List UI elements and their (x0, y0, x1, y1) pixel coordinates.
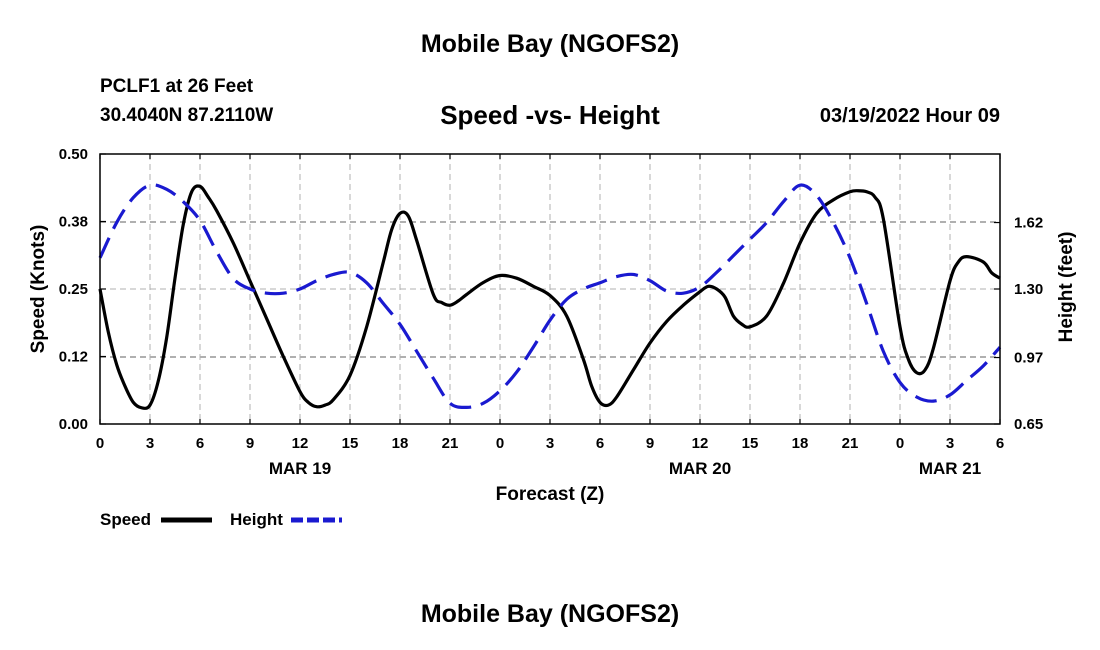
x-tick-label: 12 (692, 435, 709, 452)
grid (100, 154, 1000, 424)
x-tick-label: 18 (792, 435, 809, 452)
y-tick-label: 0.25 (59, 281, 88, 298)
station-name: PCLF1 at 26 Feet (100, 76, 254, 97)
day-label: MAR 19 (269, 459, 331, 478)
y-axis-title: Speed (Knots) (28, 225, 49, 354)
legend-label-height: Height (230, 510, 283, 529)
footer-title: Mobile Bay (NGOFS2) (420, 600, 680, 628)
x-tick-label: 12 (292, 435, 309, 452)
legend: Speed Height (100, 510, 342, 529)
x-tick-label: 21 (842, 435, 859, 452)
y-tick-label: 0.50 (59, 146, 88, 163)
x-tick-label: 0 (496, 435, 504, 452)
legend-label-speed: Speed (100, 510, 151, 529)
y2-axis-title: Height (feet) (1056, 232, 1077, 343)
x-tick-label: 21 (442, 435, 459, 452)
speed-series-line (98, 184, 1001, 410)
x-tick-label: 3 (146, 435, 154, 452)
axis-labels: 0 3 6 9 12 15 18 21 0 3 6 9 12 15 18 21 0 3 6 0.00 0.12 0.25 0… (28, 146, 1077, 505)
x-tick-label: 6 (596, 435, 604, 452)
y2-tick-label: 0.65 (1014, 416, 1043, 433)
x-tick-label: 9 (246, 435, 254, 452)
y2-tick-label: 1.62 (1014, 215, 1043, 232)
x-tick-label: 6 (996, 435, 1004, 452)
chart-title: Speed -vs- Height (440, 100, 660, 130)
x-tick-label: 3 (946, 435, 954, 452)
station-coordinates: 30.4040N 87.2110W (100, 105, 274, 126)
x-tick-label: 3 (546, 435, 554, 452)
y-tick-label: 0.00 (59, 416, 88, 433)
x-tick-label: 15 (742, 435, 759, 452)
series-lines (98, 183, 1002, 410)
page-title: Mobile Bay (NGOFS2) (420, 30, 680, 58)
x-tick-label: 6 (196, 435, 204, 452)
x-axis-title: Forecast (Z) (496, 484, 605, 505)
x-tick-label: 0 (96, 435, 104, 452)
y-tick-label: 0.38 (59, 214, 88, 231)
y2-tick-label: 0.97 (1014, 350, 1043, 367)
day-label: MAR 20 (669, 459, 731, 478)
height-series-line (98, 183, 1002, 410)
x-tick-label: 0 (896, 435, 904, 452)
x-tick-label: 9 (646, 435, 654, 452)
axis-ticks (99, 153, 1001, 425)
x-tick-label: 18 (392, 435, 409, 452)
forecast-date: 03/19/2022 Hour 09 (819, 105, 1000, 127)
y2-tick-label: 1.30 (1014, 281, 1043, 298)
y-tick-label: 0.12 (59, 349, 88, 366)
x-tick-label: 15 (342, 435, 359, 452)
day-label: MAR 21 (919, 459, 981, 478)
